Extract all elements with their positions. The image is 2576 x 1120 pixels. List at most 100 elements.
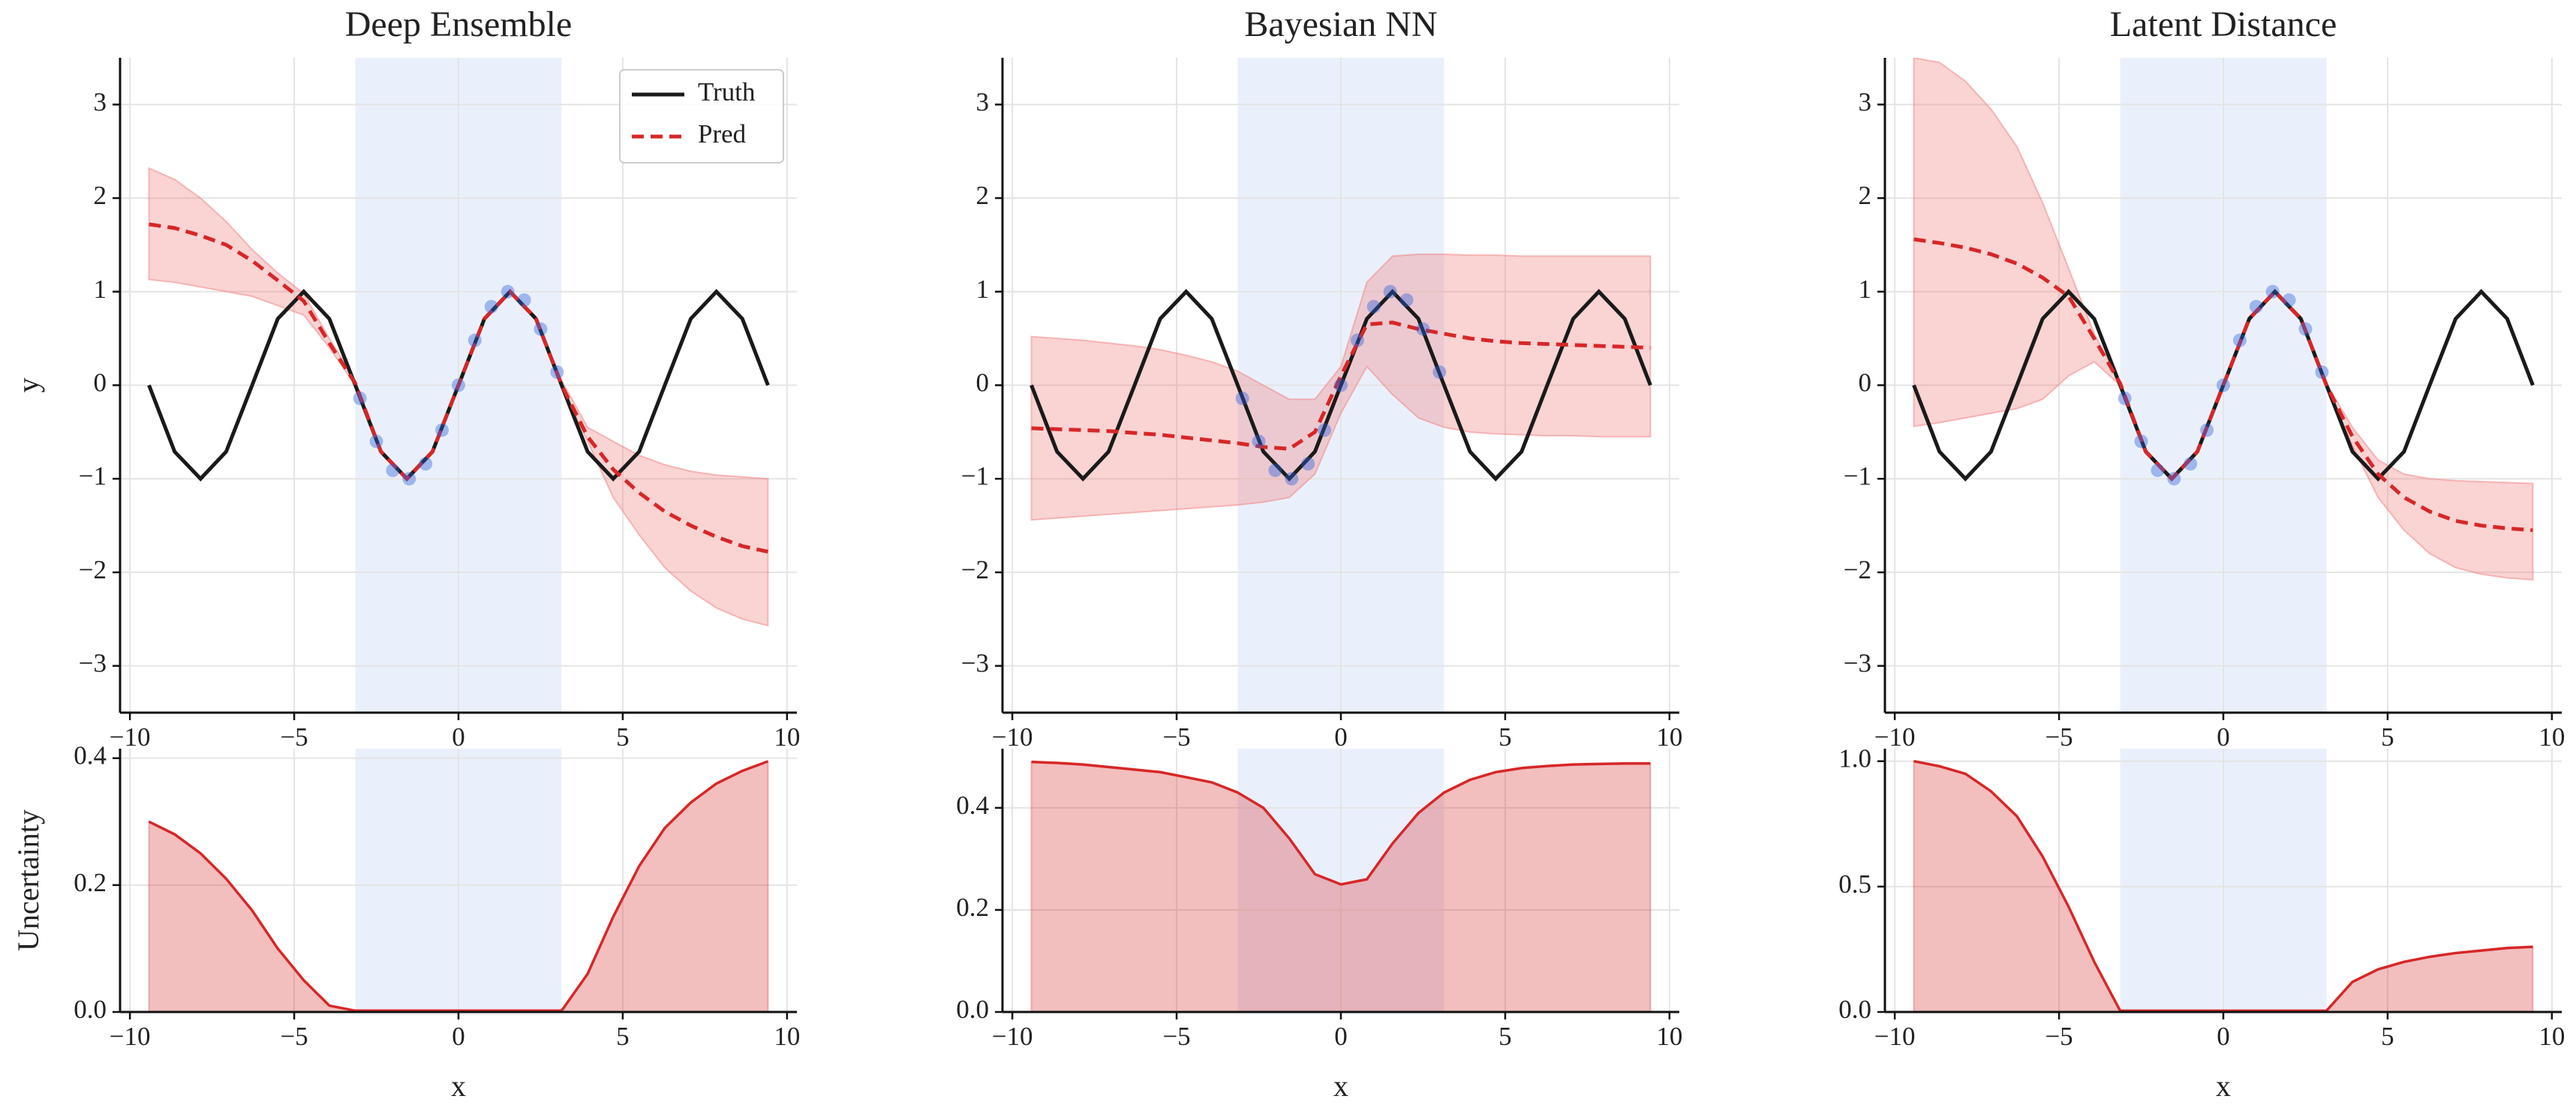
y-tick-label: 1.0 (1838, 744, 1871, 773)
x-axis-label: x (451, 1069, 466, 1103)
x-tick-label: −5 (2045, 722, 2073, 752)
chart-title: Deep Ensemble (345, 5, 573, 44)
data-point (419, 457, 433, 471)
y-tick-label: 2 (1859, 181, 1872, 210)
legend-label: Pred (698, 119, 747, 149)
y-tick-label: 2 (976, 181, 990, 210)
x-tick-label: −10 (1874, 1022, 1916, 1051)
y-tick-label: 0.5 (1838, 869, 1871, 899)
x-tick-label: 10 (2538, 1022, 2565, 1051)
x-tick-label: 10 (774, 1022, 800, 1051)
data-point (550, 365, 564, 380)
series-line (149, 222, 769, 554)
y-axis-label: y (11, 378, 45, 393)
data-point (1399, 293, 1414, 308)
y-tick-label: −2 (1844, 555, 1871, 584)
panel: −10 −5 0 5 10 0.0 0.5 1.0 x (1838, 744, 2565, 1103)
x-tick-label: 5 (2381, 1022, 2394, 1051)
y-tick-label: −3 (961, 649, 989, 678)
area-line (1913, 759, 2533, 1012)
y-tick-label: 3 (94, 87, 107, 116)
y-tick-label: 3 (976, 87, 990, 116)
data-point (2151, 463, 2165, 477)
x-tick-label: −10 (992, 1022, 1033, 1051)
x-axis-label: x (2216, 1069, 2231, 1103)
data-point (2232, 333, 2247, 347)
x-tick-label: 0 (1334, 722, 1348, 752)
y-tick-label: 0.4 (74, 741, 107, 770)
data-point (1432, 365, 1447, 380)
data-point (534, 322, 548, 336)
y-tick-label: 0 (1859, 368, 1872, 398)
x-tick-label: 5 (1498, 1022, 1512, 1051)
plot (120, 749, 797, 1012)
y-tick-label: 3 (1859, 87, 1872, 116)
data-point (467, 333, 482, 347)
x-tick-label: 0 (452, 722, 465, 752)
y-tick-label: 0.2 (74, 868, 107, 897)
x-tick-label: −10 (1874, 722, 1916, 752)
x-tick-label: 0 (1334, 1022, 1348, 1051)
data-point (386, 463, 400, 477)
series-line (1031, 320, 1651, 451)
x-tick-label: 10 (774, 722, 800, 752)
y-tick-label: −2 (961, 555, 989, 584)
y-tick-label: 0.0 (956, 995, 989, 1024)
y-tick-label: 0.0 (74, 995, 107, 1024)
x-tick-label: −10 (110, 722, 151, 752)
y-tick-label: 0 (94, 368, 107, 398)
y-tick-label: 2 (94, 181, 107, 210)
x-tick-label: −10 (110, 1022, 151, 1051)
data-point (484, 299, 498, 314)
x-tick-label: 10 (1656, 1022, 1682, 1051)
y-tick-label: 0.0 (1838, 995, 1871, 1024)
x-tick-label: 5 (1498, 722, 1512, 752)
data-point (517, 293, 531, 308)
data-point (2315, 365, 2329, 380)
y-tick-label: −1 (961, 461, 989, 491)
legend: Truth Pred (619, 69, 784, 164)
data-point (1416, 322, 1430, 336)
data-point (1235, 391, 1249, 405)
plot (1002, 58, 1679, 713)
plot (120, 58, 797, 713)
x-tick-label: −5 (1162, 1022, 1190, 1051)
x-tick-label: 5 (616, 1022, 630, 1051)
y-tick-label: 1 (1859, 275, 1872, 304)
data-point (2167, 472, 2181, 486)
x-tick-label: 5 (2381, 722, 2394, 752)
plot (1002, 749, 1679, 1012)
data-point (1252, 434, 1266, 449)
chart-title: Bayesian NN (1244, 5, 1437, 44)
x-tick-label: 5 (616, 722, 630, 752)
data-point (1301, 457, 1315, 471)
chart-title: Latent Distance (2110, 5, 2337, 44)
data-point (2184, 457, 2198, 471)
y-tick-label: 0 (976, 368, 990, 398)
legend-label: Truth (698, 77, 756, 107)
data-point (402, 472, 416, 486)
y-tick-label: −1 (1844, 461, 1871, 491)
data-point (2249, 299, 2263, 314)
y-tick-label: −2 (79, 555, 107, 584)
data-point (2298, 322, 2313, 336)
x-tick-label: −10 (992, 722, 1033, 752)
data-point (452, 378, 465, 392)
x-axis-label: x (1333, 1069, 1348, 1103)
x-tick-label: −5 (280, 1022, 308, 1051)
data-point (1334, 378, 1348, 392)
data-point (353, 391, 367, 405)
data-point (1350, 333, 1364, 347)
data-point (2217, 378, 2230, 392)
y-tick-label: −3 (79, 649, 107, 678)
x-tick-label: 10 (1656, 722, 1682, 752)
y-tick-label: 1 (976, 275, 990, 304)
data-point (2134, 434, 2148, 449)
panel: −10 −5 0 5 10 0.0 0.2 0.4 x Uncertainty (11, 741, 800, 1103)
data-point (1383, 284, 1397, 299)
x-tick-label: −5 (2045, 1022, 2073, 1051)
data-point (1366, 299, 1381, 314)
